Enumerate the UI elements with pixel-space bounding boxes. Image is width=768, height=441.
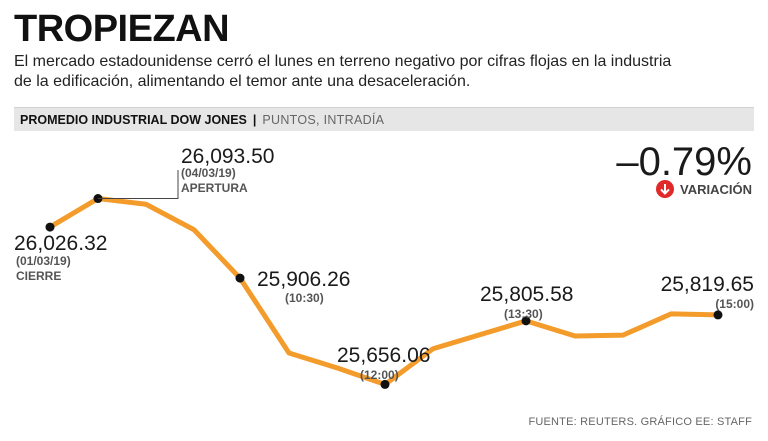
point-value-label: 25,819.65: [661, 273, 754, 296]
chart-subtitle: El mercado estadounidense cerró el lunes…: [14, 52, 714, 92]
series-unit: PUNTOS, INTRADÍA: [262, 112, 385, 127]
point-value-label: 25,656.06: [337, 344, 430, 367]
data-point: [235, 273, 245, 283]
variation-value: –0.79%: [616, 140, 752, 184]
point-value-label: 25,906.26: [257, 268, 350, 291]
data-point: [713, 310, 723, 320]
point-time-label: (01/03/19): [16, 254, 71, 268]
point-caption-label: CIERRE: [16, 269, 61, 283]
point-time-label: (12:00): [360, 368, 399, 382]
series-line: [47, 196, 721, 387]
series-name: PROMEDIO INDUSTRIAL DOW JONES: [20, 112, 247, 127]
opening-leader-line: [98, 170, 179, 200]
subtitle-line-1: El mercado estadounidense cerró el lunes…: [14, 53, 672, 70]
series-header-bar: PROMEDIO INDUSTRIAL DOW JONES | PUNTOS, …: [14, 107, 754, 131]
point-time-label: (15:00): [715, 297, 754, 311]
point-time-label: (10:30): [285, 291, 324, 305]
series-separator: |: [252, 112, 257, 127]
data-point: [521, 316, 531, 326]
point-value-label: 26,026.32: [14, 232, 107, 255]
down-arrow-icon: [656, 180, 675, 198]
data-point: [45, 222, 55, 232]
source-note: FUENTE: REUTERS. GRÁFICO EE: STAFF: [528, 416, 752, 428]
chart-title: TROPIEZAN: [14, 8, 230, 50]
subtitle-line-2: de la edificación, alimentando el temor …: [14, 73, 471, 90]
variation-badge: VARIACIÓN: [656, 180, 752, 198]
point-caption-label: APERTURA: [181, 181, 248, 195]
data-point: [380, 379, 390, 389]
point-value-label: 25,805.58: [480, 283, 573, 306]
point-time-label: (13:30): [504, 307, 543, 321]
point-value-label: 26,093.50: [181, 145, 274, 168]
variation-label: VARIACIÓN: [680, 181, 752, 197]
point-time-label: (04/03/19): [181, 166, 236, 180]
